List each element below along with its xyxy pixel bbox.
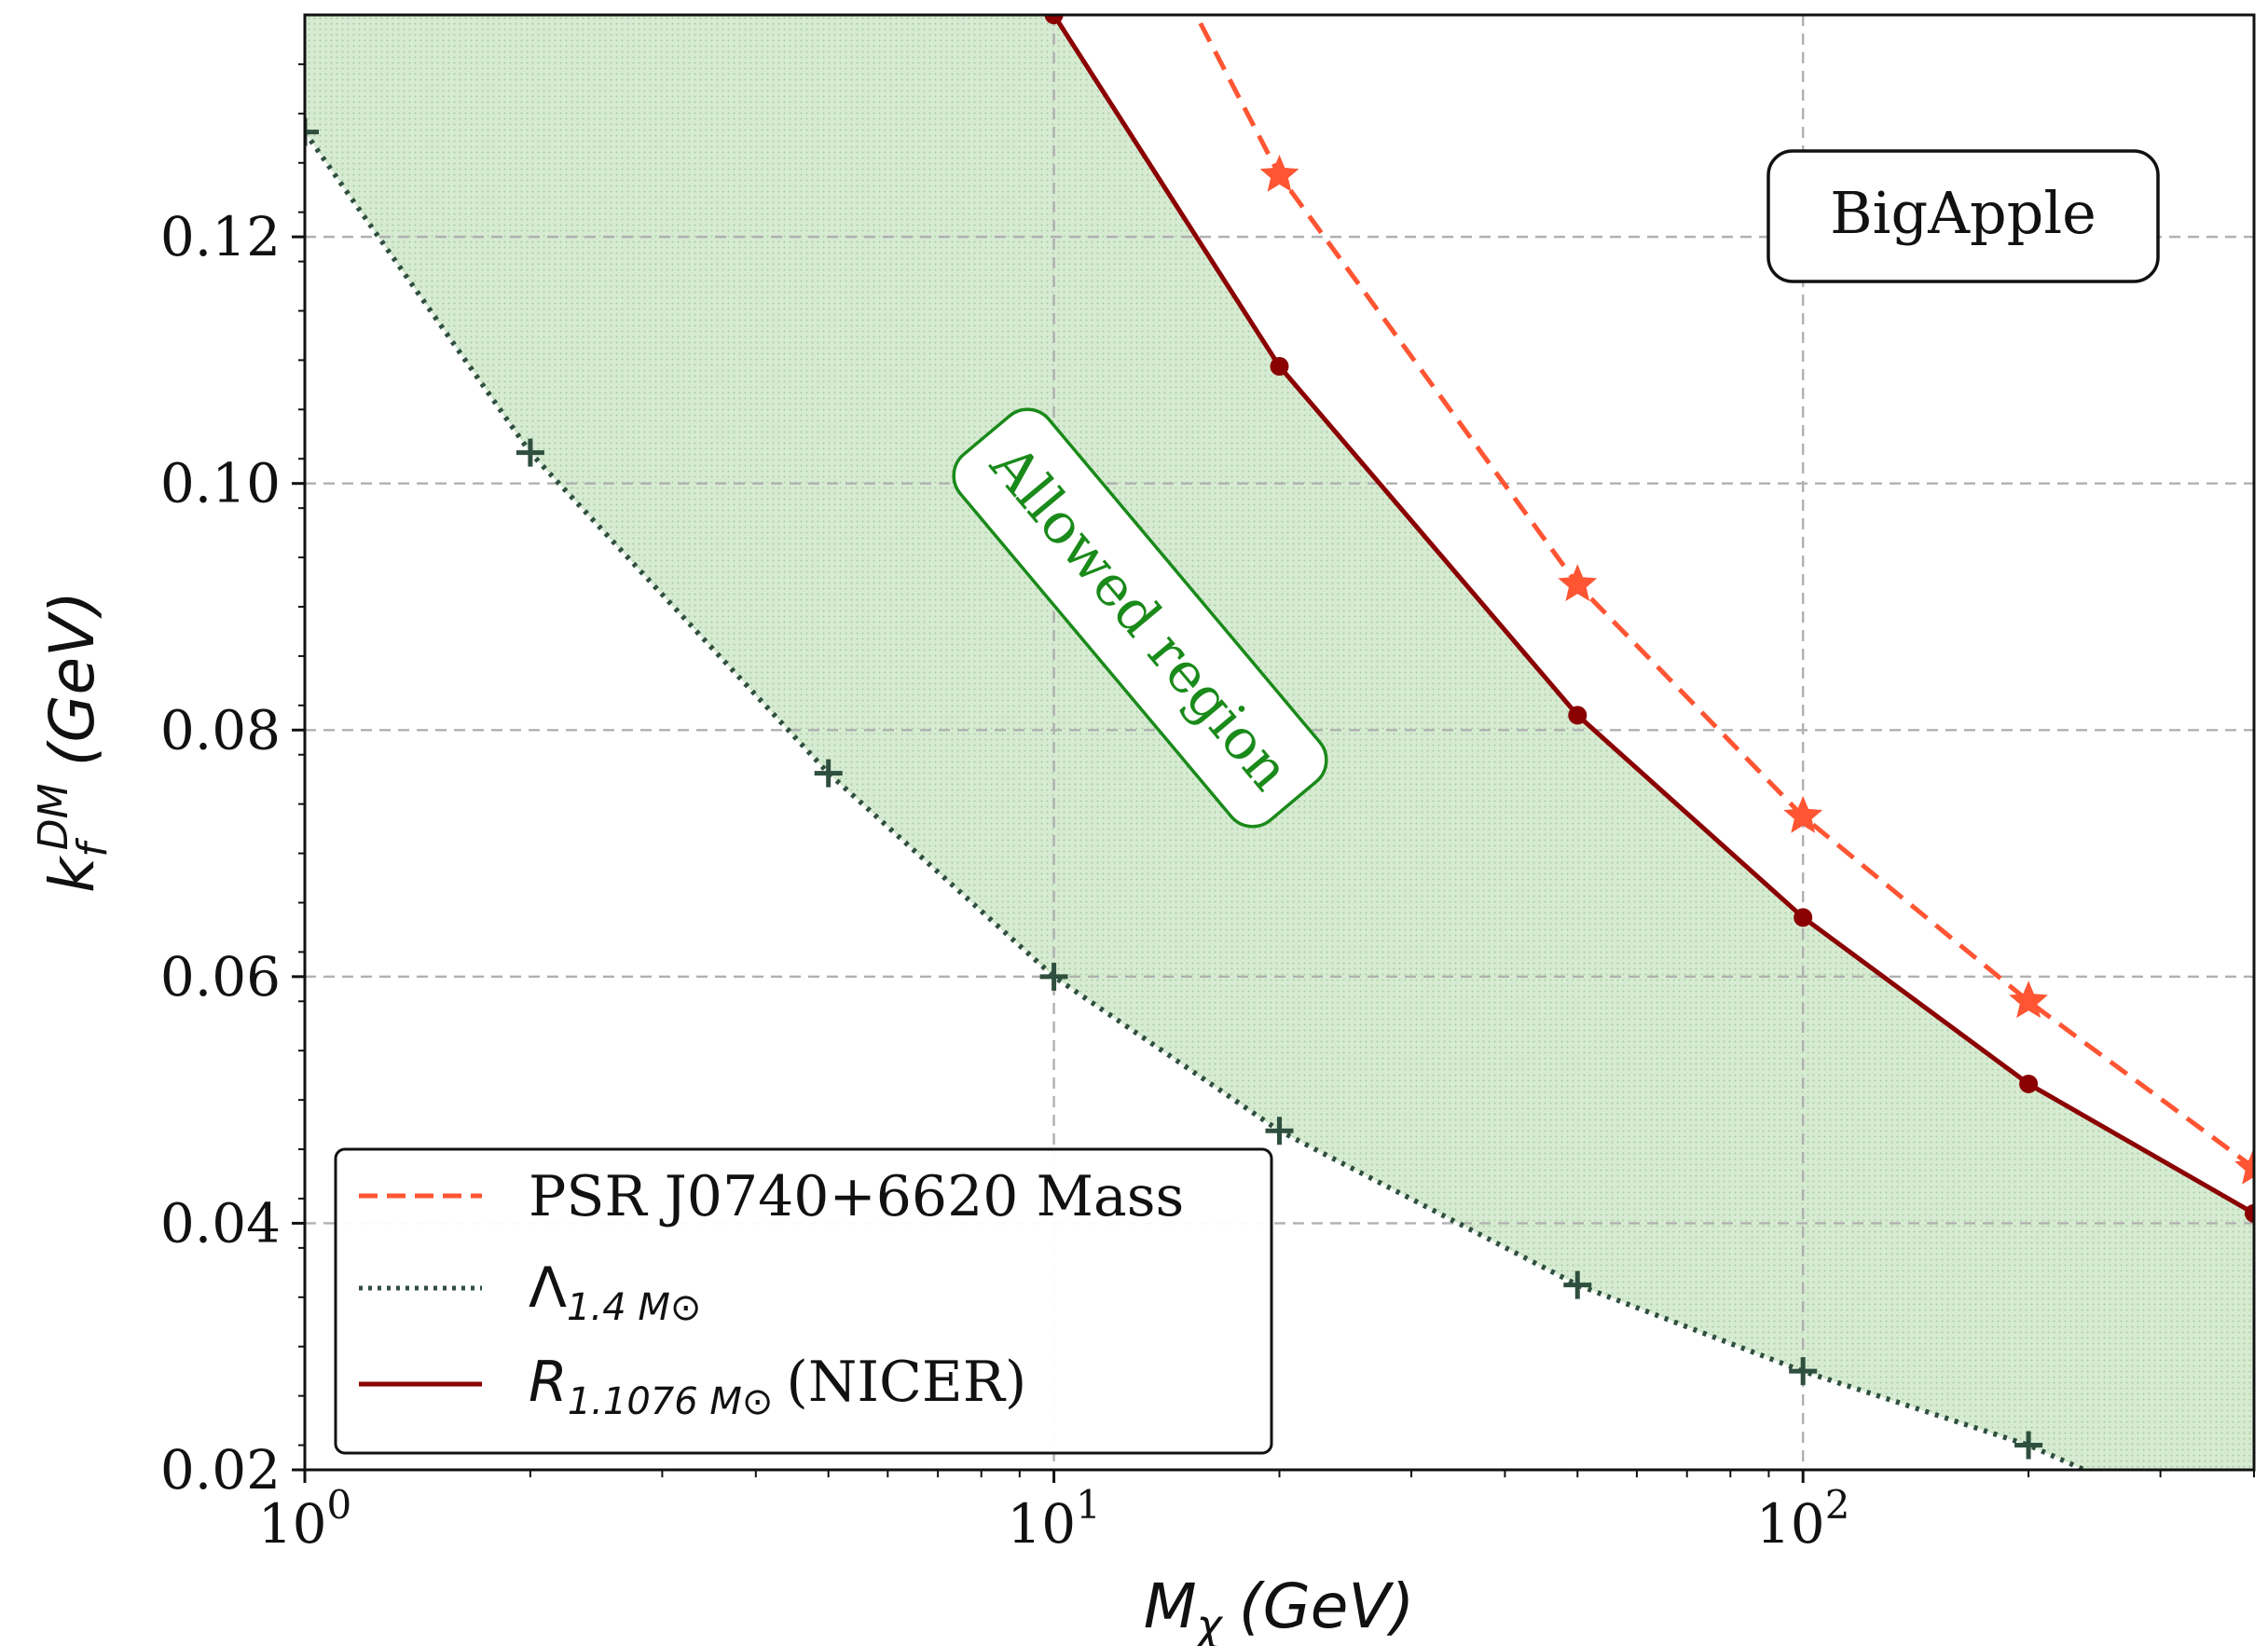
marker-circle bbox=[1568, 706, 1588, 725]
marker-plus bbox=[814, 759, 843, 788]
marker-circle bbox=[1044, 15, 1064, 24]
series-line-nicer bbox=[1052, 15, 2254, 1215]
x-tick-label: 100 bbox=[258, 1482, 352, 1556]
marker-layer bbox=[305, 15, 2254, 1460]
legend-label-psr: PSR J0740+6620 Mass bbox=[529, 1164, 1184, 1229]
marker-circle bbox=[2019, 1074, 2039, 1093]
marker-plus bbox=[515, 438, 544, 467]
legend-item-psr: PSR J0740+6620 Mass bbox=[359, 1164, 1184, 1229]
model-label: BigApple bbox=[1830, 179, 2096, 247]
series-line-psr bbox=[1193, 15, 2254, 1170]
marker-plus bbox=[1563, 1270, 1592, 1299]
marker-plus bbox=[1789, 1357, 1818, 1386]
ticks: 0.02 0.04 0.06 0.08 0.10 0.12 100 101 102 bbox=[160, 62, 2255, 1556]
legend-label-nicer: R1.1076 M⊙ (NICER) bbox=[529, 1350, 1026, 1423]
marker-star bbox=[1558, 564, 1598, 601]
model-annotation: BigApple bbox=[1766, 149, 2160, 283]
marker-plus bbox=[1265, 1117, 1294, 1145]
x-axis-title: Mχ (GeV) bbox=[1144, 1571, 1415, 1646]
y-tick-label: 0.08 bbox=[160, 698, 281, 761]
legend-item-nicer: R1.1076 M⊙ (NICER) bbox=[359, 1350, 1026, 1423]
marker-star bbox=[1783, 795, 1823, 833]
marker-circle bbox=[1270, 357, 1289, 377]
y-tick-label: 0.10 bbox=[160, 452, 281, 515]
x-tick-label: 102 bbox=[1756, 1482, 1850, 1556]
x-tick-label: 101 bbox=[1007, 1482, 1101, 1556]
marker-star bbox=[2009, 981, 2048, 1019]
legend: PSR J0740+6620 Mass Λ1.4 M⊙ R1.1076 M⊙ (N… bbox=[334, 1147, 1273, 1455]
marker-plus bbox=[1039, 962, 1068, 991]
y-tick-label: 0.04 bbox=[160, 1191, 281, 1255]
legend-label-lambda: Λ1.4 M⊙ bbox=[529, 1255, 701, 1329]
marker-circle bbox=[2245, 1203, 2254, 1223]
marker-circle bbox=[1794, 908, 1813, 927]
legend-item-lambda: Λ1.4 M⊙ bbox=[359, 1255, 701, 1329]
marker-plus bbox=[305, 117, 319, 146]
marker-plus bbox=[2014, 1431, 2043, 1460]
y-tick-label: 0.06 bbox=[160, 945, 281, 1008]
marker-star bbox=[1259, 155, 1299, 192]
marker-star bbox=[2234, 1146, 2254, 1185]
y-axis-title: kfDM(GeV) bbox=[30, 591, 117, 893]
y-tick-label: 0.12 bbox=[160, 205, 281, 268]
y-tick-label: 0.02 bbox=[160, 1438, 281, 1502]
